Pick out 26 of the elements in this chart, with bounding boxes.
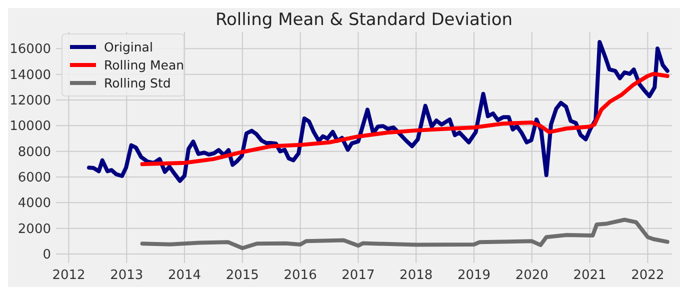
y-tick-label: 10000 — [10, 119, 51, 134]
y-tick-label: 12000 — [10, 94, 51, 109]
legend-label: Rolling Std — [104, 76, 171, 90]
x-tick-label: 2014 — [168, 268, 202, 283]
x-tick-label: 2017 — [342, 268, 375, 283]
x-tick-label: 2021 — [573, 268, 606, 283]
x-tick-label: 2015 — [226, 268, 259, 283]
legend-label: Rolling Mean — [104, 58, 184, 72]
y-tick-label: 0 — [42, 248, 51, 263]
x-tick-label: 2012 — [52, 268, 86, 283]
y-tick-label: 16000 — [10, 42, 51, 58]
line-series — [140, 218, 670, 250]
legend-label: Original — [104, 40, 153, 54]
y-tick-label: 8000 — [18, 144, 51, 160]
chart-title: Rolling Mean & Standard Deviation — [215, 10, 513, 30]
y-tick-label: 2000 — [18, 222, 51, 237]
x-tick-label: 2016 — [284, 268, 317, 283]
y-tick-label: 6000 — [18, 170, 51, 186]
line-series — [87, 40, 670, 183]
x-tick-label: 2019 — [457, 268, 491, 283]
x-tick-label: 2020 — [515, 268, 548, 283]
x-tick-label: 2013 — [110, 268, 144, 283]
y-tick-label: 14000 — [10, 68, 51, 83]
x-tick-label: 2018 — [400, 268, 433, 283]
y-tick-label: 4000 — [18, 196, 51, 212]
x-tick-label: 2022 — [631, 268, 664, 283]
